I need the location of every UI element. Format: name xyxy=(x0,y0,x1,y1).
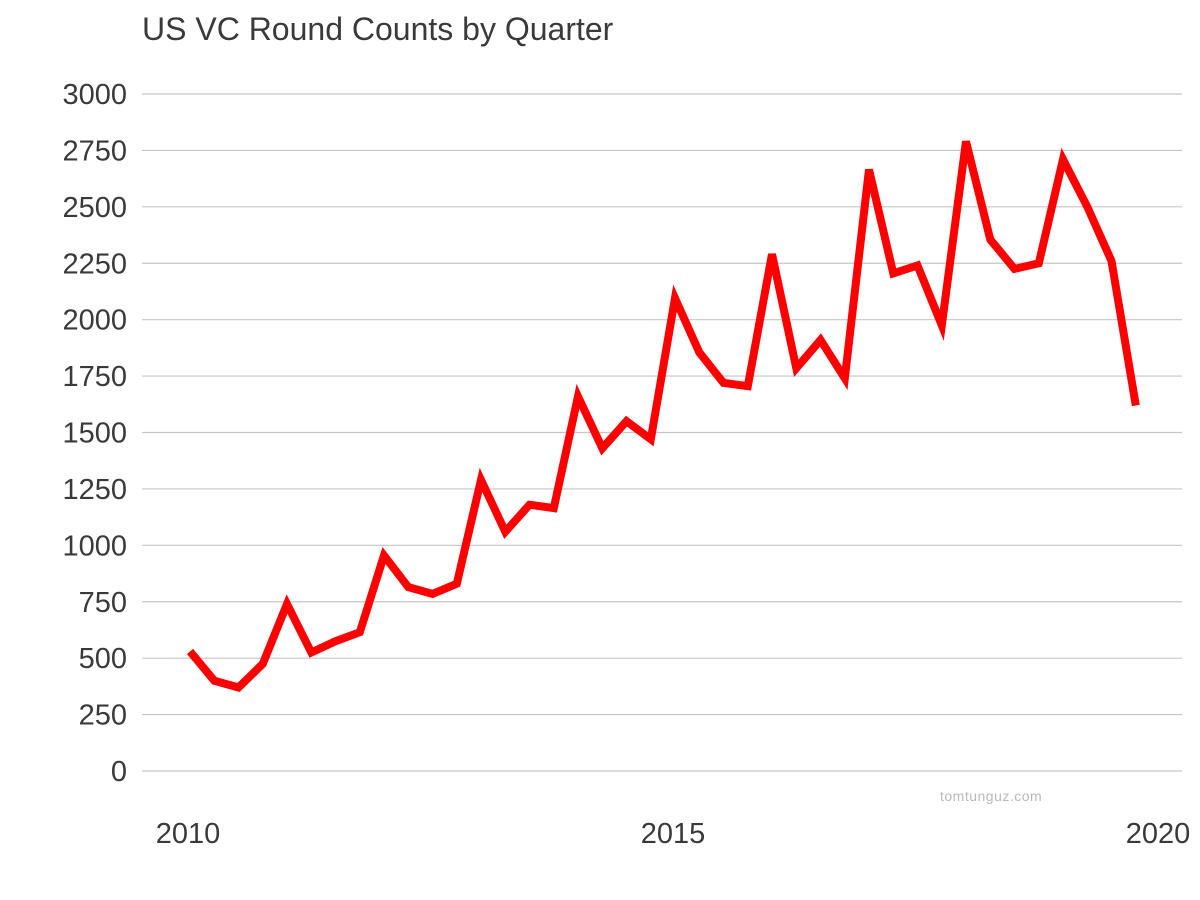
chart-title: US VC Round Counts by Quarter xyxy=(142,11,614,47)
y-tick-label: 2500 xyxy=(62,192,127,224)
y-tick-label: 1250 xyxy=(62,474,127,506)
y-tick-label: 1500 xyxy=(62,418,127,450)
y-tick-label: 750 xyxy=(79,587,127,619)
series-layer xyxy=(186,140,1140,692)
watermark: tomtunguz.com xyxy=(940,788,1042,804)
series-line xyxy=(186,140,1140,692)
y-tick-label: 2750 xyxy=(62,135,127,167)
y-tick-label: 1750 xyxy=(62,361,127,393)
y-tick-label: 1000 xyxy=(62,530,127,562)
gridlines xyxy=(142,93,1182,772)
x-axis-ticks: 2010 2015 2020 xyxy=(156,818,1191,850)
y-tick-label: 2000 xyxy=(62,305,127,337)
y-tick-label: 2250 xyxy=(62,248,127,280)
y-tick-label: 0 xyxy=(111,756,127,788)
y-tick-label: 250 xyxy=(79,700,127,732)
x-tick-label: 2020 xyxy=(1126,818,1191,850)
y-axis-ticks: 0 250 500 750 1000 1250 1500 1750 2000 2250 2500 27… xyxy=(62,79,127,788)
x-tick-label: 2010 xyxy=(156,818,221,850)
y-tick-label: 500 xyxy=(79,643,127,675)
y-tick-label: 3000 xyxy=(62,79,127,111)
x-tick-label: 2015 xyxy=(641,818,706,850)
